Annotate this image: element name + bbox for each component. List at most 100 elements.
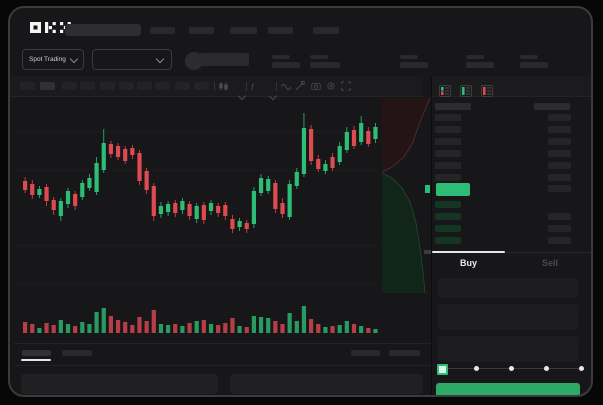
bid-price <box>435 237 461 244</box>
slider-step-dot[interactable] <box>579 366 584 371</box>
volume-bar <box>158 324 164 333</box>
stat-label-skeleton <box>310 55 328 59</box>
candle <box>266 179 271 191</box>
bottom-action-skeleton[interactable] <box>351 350 380 356</box>
candle <box>166 204 171 212</box>
volume-bar <box>115 320 121 333</box>
bottom-panel-left <box>21 374 218 394</box>
candle <box>280 203 285 214</box>
volume-bar <box>123 322 128 333</box>
pair-selector-dropdown[interactable] <box>92 49 172 70</box>
ask-price <box>435 114 461 121</box>
price-input[interactable] <box>438 278 578 298</box>
nav-item[interactable] <box>150 27 175 34</box>
timeframe-button-active[interactable] <box>40 82 55 90</box>
candle <box>309 129 314 161</box>
candle <box>230 219 235 229</box>
stat-value-skeleton <box>272 62 300 68</box>
fullscreen-icon[interactable] <box>341 81 351 93</box>
stat-value-skeleton <box>400 62 428 68</box>
candle <box>194 206 199 219</box>
timeframe-button[interactable] <box>137 82 152 90</box>
stat-value-skeleton <box>466 62 494 68</box>
candle-type-icon[interactable] <box>219 82 228 93</box>
bottom-tab-underline <box>21 359 51 361</box>
volume-bar <box>73 326 78 333</box>
candle <box>44 187 49 201</box>
candle <box>108 144 113 154</box>
search-input[interactable] <box>65 24 141 36</box>
volume-bar <box>208 324 214 333</box>
candlestick-chart[interactable] <box>14 97 431 340</box>
bottom-action-skeleton[interactable] <box>389 350 420 356</box>
tab-buy[interactable]: Buy <box>459 258 477 268</box>
volume-bar <box>180 326 185 333</box>
timeframe-button[interactable] <box>155 82 170 90</box>
settings-icon[interactable] <box>326 81 336 93</box>
volume-bar <box>201 320 206 333</box>
volume-bar <box>94 312 99 333</box>
volume-bar <box>301 306 307 333</box>
chevron-down-icon <box>69 54 79 63</box>
volume-bar <box>151 310 156 333</box>
total-input[interactable] <box>438 336 578 362</box>
timeframe-button[interactable] <box>194 82 209 90</box>
draw-tool-icon[interactable] <box>295 81 305 93</box>
candle <box>73 194 78 206</box>
volume-bar <box>51 325 56 333</box>
volume-bar <box>194 321 199 333</box>
timeframe-button[interactable] <box>119 82 134 90</box>
depth-asks <box>382 98 430 172</box>
bottom-tab[interactable] <box>62 350 92 356</box>
nav-item[interactable] <box>313 27 339 34</box>
orderbook-view-all-icon[interactable] <box>439 84 451 102</box>
market-type-selector[interactable]: Spot Trading <box>22 49 84 70</box>
volume-bar <box>359 326 364 333</box>
timeframe-button[interactable] <box>175 82 190 90</box>
wave-tool-icon[interactable] <box>280 81 292 93</box>
candle <box>123 149 128 161</box>
timeframe-button[interactable] <box>80 82 95 90</box>
timeframe-button[interactable] <box>100 82 115 90</box>
ask-amount <box>548 126 571 133</box>
slider-step-dot[interactable] <box>544 366 549 371</box>
candle <box>180 201 185 210</box>
candle <box>130 148 135 155</box>
candle <box>158 206 164 214</box>
nav-item[interactable] <box>268 27 293 34</box>
amount-input[interactable] <box>438 304 578 330</box>
timeframe-button[interactable] <box>62 82 77 90</box>
nav-item[interactable] <box>230 27 257 34</box>
candle <box>58 201 63 216</box>
tab-sell[interactable]: Sell <box>541 258 558 268</box>
volume-bar <box>366 328 371 333</box>
slider-step-dot[interactable] <box>509 366 514 371</box>
timeframe-button[interactable] <box>20 82 35 90</box>
bid-amount <box>548 213 571 220</box>
nav-item[interactable] <box>189 27 214 34</box>
candle <box>366 131 371 144</box>
indicators-icon[interactable]: f <box>251 82 254 92</box>
ask-amount <box>548 162 571 169</box>
orderbook-view-asks-icon[interactable] <box>481 84 493 102</box>
candle <box>144 171 149 190</box>
volume-bar <box>316 324 321 333</box>
camera-icon[interactable] <box>311 81 321 93</box>
candle <box>287 184 292 217</box>
orderbook-view-bids-icon[interactable] <box>460 84 472 102</box>
buy-submit-button[interactable] <box>436 383 580 395</box>
volume-bar <box>65 324 71 333</box>
volume-bar <box>44 323 49 333</box>
candle <box>137 153 142 181</box>
volume-bar <box>37 328 42 333</box>
bottom-tab-active[interactable] <box>22 350 51 356</box>
slider-step-dot[interactable] <box>474 366 479 371</box>
candle <box>244 223 249 229</box>
candle <box>351 130 357 146</box>
stat-value-skeleton <box>520 62 548 68</box>
slider-handle[interactable] <box>437 364 448 375</box>
chart-toolbar <box>10 76 423 97</box>
last-price-button[interactable] <box>436 183 470 196</box>
candle <box>30 184 35 195</box>
